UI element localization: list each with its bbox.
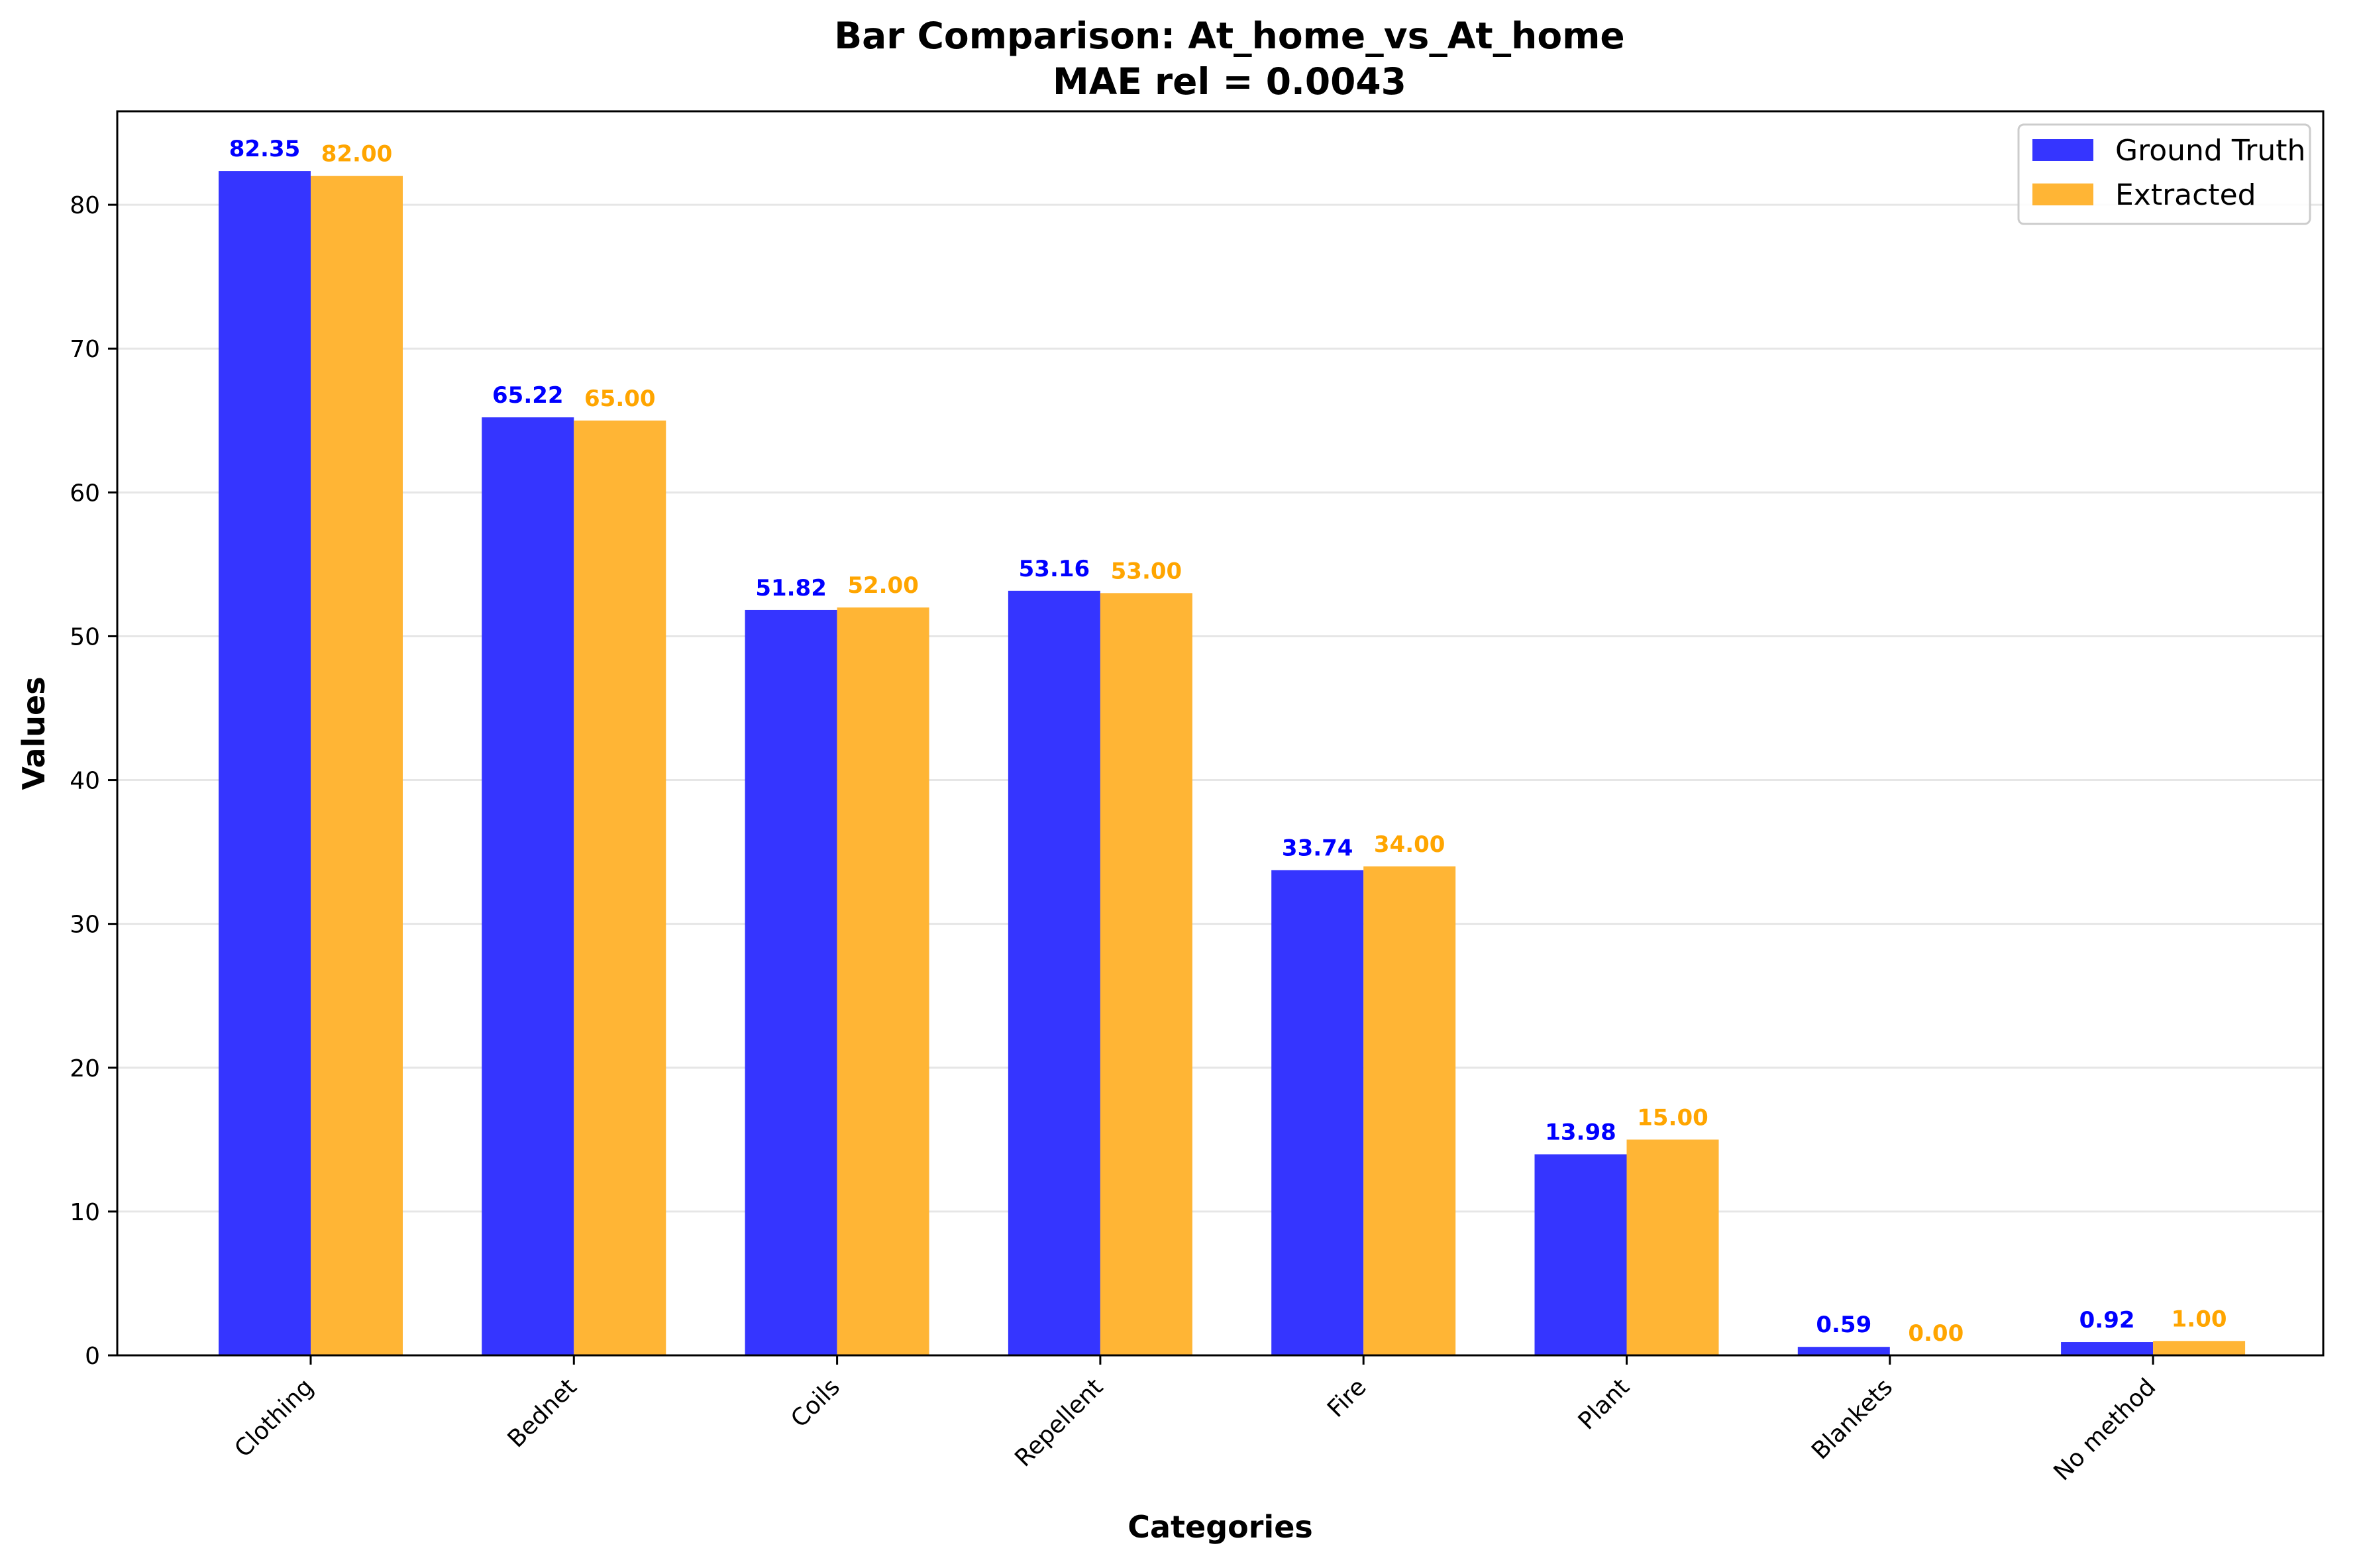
bar-value-label: 52.00 <box>847 572 919 599</box>
bar-value-label: 33.74 <box>1282 835 1353 861</box>
bar-value-label: 0.92 <box>2079 1307 2135 1333</box>
legend-swatch-extracted <box>2032 183 2093 205</box>
bar-ground-truth <box>2061 1342 2154 1355</box>
bar-value-label: 0.00 <box>1908 1320 1964 1347</box>
y-tick-label: 80 <box>70 192 100 219</box>
bar-extracted <box>1100 593 1192 1356</box>
bar-extracted <box>2153 1341 2246 1355</box>
bar-extracted <box>1626 1139 1719 1355</box>
bar-extracted <box>1363 866 1456 1355</box>
y-tick-label: 30 <box>70 912 100 939</box>
y-tick-label: 50 <box>70 623 100 651</box>
bar-ground-truth <box>1797 1347 1890 1355</box>
bar-value-label: 53.16 <box>1019 556 1090 582</box>
bar-ground-truth <box>1534 1154 1627 1355</box>
bar-ground-truth <box>1008 590 1100 1355</box>
y-tick-label: 40 <box>70 768 100 795</box>
legend-swatch-ground-truth <box>2032 139 2093 161</box>
legend: Ground Truth Extracted <box>2017 123 2311 225</box>
bar-value-label: 15.00 <box>1637 1104 1708 1131</box>
bar-value-label: 82.35 <box>229 136 301 162</box>
y-tick-label: 20 <box>70 1055 100 1082</box>
y-axis: 0 10 20 30 40 50 60 70 80 <box>70 192 117 1370</box>
plot-frame <box>116 110 2325 1357</box>
bar-extracted <box>574 420 666 1355</box>
legend-label-ground-truth: Ground Truth <box>2115 134 2305 168</box>
y-tick-label: 70 <box>70 336 100 363</box>
bar-value-label: 82.00 <box>321 141 393 168</box>
bar-value-label: 13.98 <box>1545 1119 1616 1145</box>
bar-value-label: 1.00 <box>2172 1306 2227 1332</box>
bar-ground-truth <box>745 609 837 1355</box>
bar-ground-truth <box>219 171 311 1355</box>
bar-value-label: 65.22 <box>492 382 564 409</box>
y-tick-label: 10 <box>70 1199 100 1226</box>
bar-value-label: 34.00 <box>1374 831 1445 858</box>
bar-ground-truth <box>482 417 574 1355</box>
bar-extracted <box>837 607 929 1355</box>
bar-value-label: 65.00 <box>584 386 656 412</box>
bar-value-labels: 82.35 82.00 65.22 65.00 51.82 52.00 53.16 53.00… <box>229 136 2227 1347</box>
x-axis-label: Categories <box>1128 1509 1313 1545</box>
legend-label-extracted: Extracted <box>2115 178 2256 212</box>
bar-value-label: 0.59 <box>1816 1312 1871 1338</box>
y-tick-label: 60 <box>70 480 100 507</box>
chart-subtitle: MAE rel = 0.0043 <box>1053 60 1406 103</box>
y-axis-label: Values <box>16 676 52 790</box>
chart-title: Bar Comparison: At_home_vs_At_home <box>834 15 1624 57</box>
bars <box>219 171 2246 1356</box>
bar-value-label: 51.82 <box>755 575 827 601</box>
bar-extracted <box>311 176 403 1355</box>
bar-value-label: 53.00 <box>1111 558 1182 584</box>
y-tick-label: 0 <box>85 1343 100 1370</box>
bar-ground-truth <box>1271 870 1364 1355</box>
